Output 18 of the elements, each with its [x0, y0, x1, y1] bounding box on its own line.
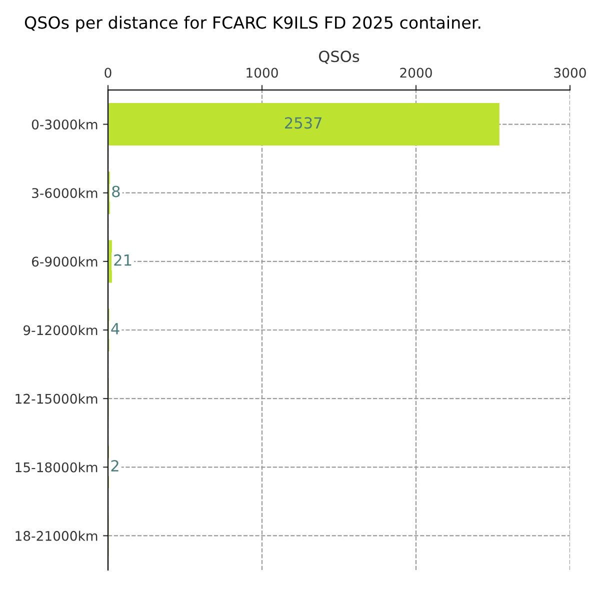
data-label: 4 [111, 323, 120, 334]
y-tick-label: 6-9000km [32, 256, 98, 267]
x-tick-label: 2000 [400, 68, 432, 78]
x-tick-label: 0 [104, 68, 112, 78]
y-tick-label: 15-18000km [16, 462, 98, 472]
x-tick-label: 3000 [554, 68, 586, 78]
data-label: 2 [111, 460, 118, 472]
y-tick-label: 12-15000km [16, 394, 98, 404]
chart-title: QSOs per distance for FCARC K9ILS FD 2025 container. [24, 16, 480, 32]
x-tick-label: 1000 [246, 68, 278, 78]
y-tick-label: 3-6000km [32, 188, 98, 198]
y-tick-label: 9-12000km [23, 324, 98, 336]
data-label: 21 [114, 254, 132, 266]
y-tick-label: 18-21000km [16, 530, 98, 541]
y-tick-label: 0-3000km [32, 119, 98, 130]
data-label: 8 [112, 186, 120, 198]
x-axis-title: QSOs [319, 50, 360, 64]
data-label: 2537 [285, 117, 322, 129]
